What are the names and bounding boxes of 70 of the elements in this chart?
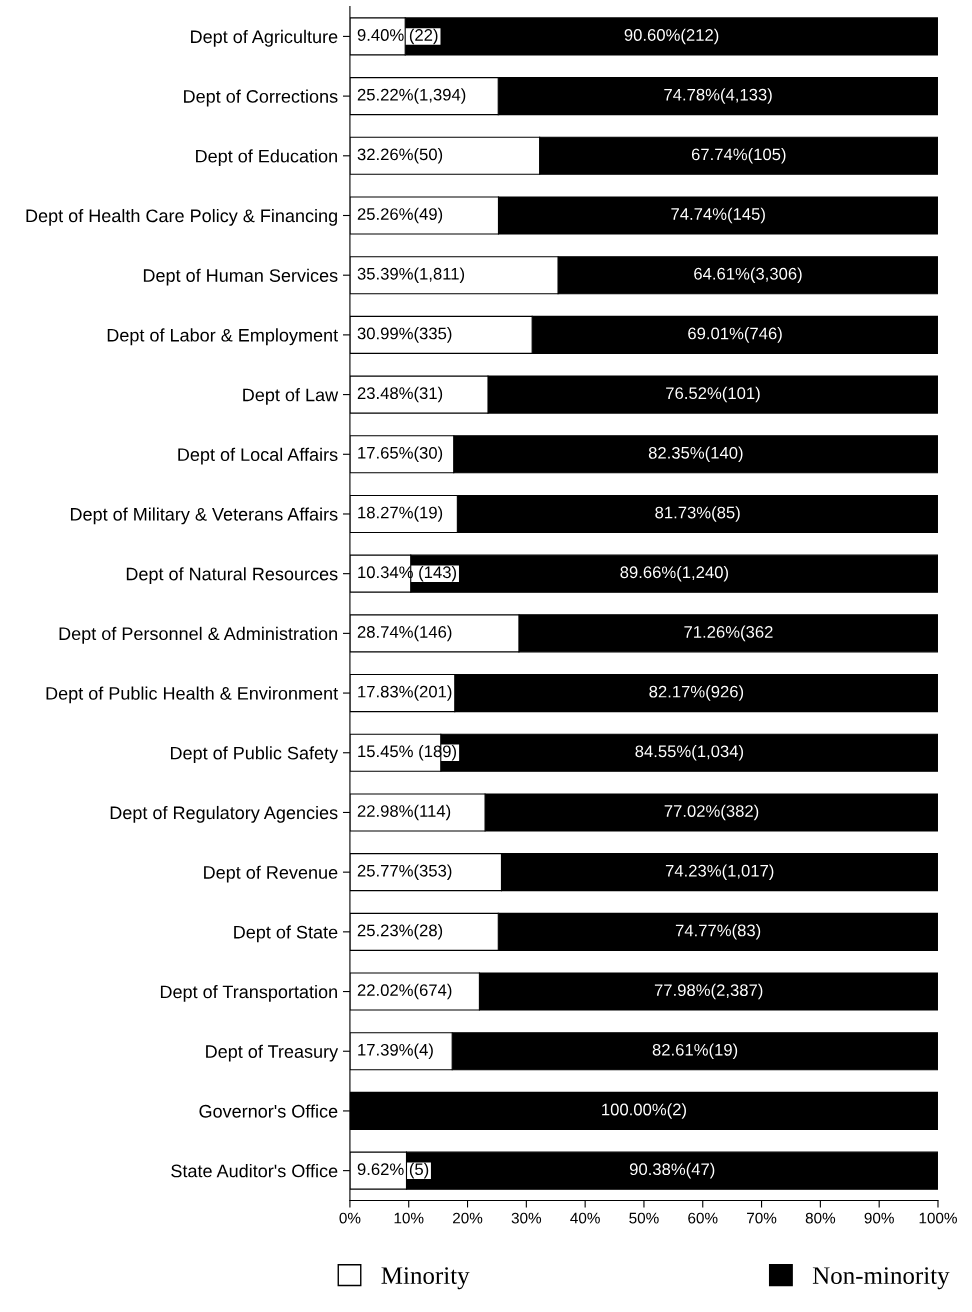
- y-tick-label: Dept of Law: [243, 388, 339, 405]
- data-label: 77.02%(382): [664, 804, 759, 821]
- y-tick-label: Dept of Education: [196, 149, 337, 167]
- x-tick-label: 70%: [747, 1212, 777, 1224]
- y-tick-label: Dept of State: [234, 925, 338, 943]
- y-tick-label: Dept of Agriculture: [191, 29, 338, 47]
- data-label: 100.00%(2): [602, 1103, 686, 1119]
- data-label: 9.40% (22): [357, 28, 438, 45]
- x-tick-label: 100%: [919, 1212, 957, 1224]
- data-label: 32.26%(50): [357, 148, 443, 164]
- y-tick-label: Dept of Personnel & Administration: [59, 626, 337, 644]
- y-tick-label: Dept of Local Affairs: [178, 447, 338, 465]
- data-label: 84.55%(1,034): [635, 744, 744, 761]
- data-label: 18.27%(19): [358, 506, 443, 522]
- data-label: 17.65%(30): [358, 446, 443, 463]
- x-tick-label: 0%: [339, 1212, 361, 1224]
- data-label: 67.74%(105): [691, 148, 786, 164]
- data-label: 30.99%(335): [357, 327, 452, 343]
- data-label: 74.74%(145): [671, 207, 765, 224]
- x-tick-label: 80%: [805, 1212, 836, 1224]
- data-label: 82.61%(19): [652, 1043, 738, 1059]
- data-label: 25.22%(1,394): [357, 88, 466, 104]
- data-label: 28.74%(146): [357, 625, 452, 642]
- data-label: 64.61%(3,306): [694, 267, 802, 283]
- y-tick-label: Dept of Military & Veterans Affairs: [70, 507, 338, 525]
- legend-label: Non-minority: [812, 1267, 950, 1290]
- data-label: 17.39%(4): [358, 1043, 433, 1059]
- data-label: 74.77%(83): [675, 924, 761, 940]
- y-tick-label: Dept of Corrections: [184, 89, 338, 107]
- data-label: 25.26%(49): [357, 207, 443, 224]
- x-tick-label: 40%: [570, 1212, 600, 1224]
- data-label: 74.78%(4,133): [664, 88, 772, 104]
- x-tick-label: 10%: [394, 1212, 424, 1224]
- y-tick-label: Dept of Public Health & Environment: [46, 686, 338, 704]
- data-label: 90.38%(47): [629, 1162, 715, 1179]
- legend-label: Minority: [381, 1267, 470, 1290]
- y-tick-label: Governor's Office: [199, 1104, 338, 1118]
- data-label: 90.60%(212): [624, 28, 719, 45]
- data-label: 69.01%(746): [688, 327, 782, 343]
- y-tick-label: Dept of Treasury: [206, 1044, 339, 1062]
- data-label: 71.26%(362: [684, 625, 773, 642]
- y-tick-label: Dept of Health Care Policy & Financing: [26, 208, 337, 226]
- x-tick-label: 50%: [629, 1212, 659, 1224]
- x-tick-label: 90%: [864, 1212, 894, 1224]
- data-label: 89.66%(1,240): [620, 565, 728, 582]
- data-label: 17.83%(201): [358, 685, 452, 701]
- y-tick-label: State Auditor's Office: [171, 1164, 338, 1178]
- y-tick-label: Dept of Revenue: [204, 865, 338, 883]
- data-label: 82.17%(926): [649, 685, 744, 701]
- y-tick-label: Dept of Transportation: [160, 985, 337, 1002]
- data-label: 9.62% (5): [357, 1162, 429, 1179]
- y-tick-label: Dept of Labor & Employment: [107, 328, 338, 346]
- data-label: 25.23%(28): [357, 924, 443, 940]
- y-tick-label: Dept of Regulatory Agencies: [110, 805, 338, 823]
- x-tick-label: 20%: [453, 1212, 483, 1224]
- y-tick-label: Dept of Natural Resources: [126, 567, 338, 584]
- data-label: 35.39%(1,811): [357, 267, 465, 283]
- y-tick-label: Dept of Human Services: [143, 268, 338, 286]
- data-label: 25.77%(353): [357, 864, 452, 880]
- data-label: 81.73%(85): [655, 506, 740, 522]
- data-label: 82.35%(140): [648, 446, 743, 463]
- x-tick-label: 60%: [688, 1212, 718, 1224]
- data-label: 76.52%(101): [666, 386, 760, 403]
- data-label: 22.98%(114): [357, 804, 451, 821]
- data-label: 22.02%(674): [357, 983, 452, 1000]
- data-label: 77.98%(2,387): [654, 983, 763, 1000]
- y-tick-label: Dept of Public Safety: [170, 746, 339, 764]
- data-label: 23.48%(31): [357, 386, 443, 403]
- x-tick-label: 30%: [511, 1212, 542, 1224]
- data-label: 74.23%(1,017): [665, 864, 774, 880]
